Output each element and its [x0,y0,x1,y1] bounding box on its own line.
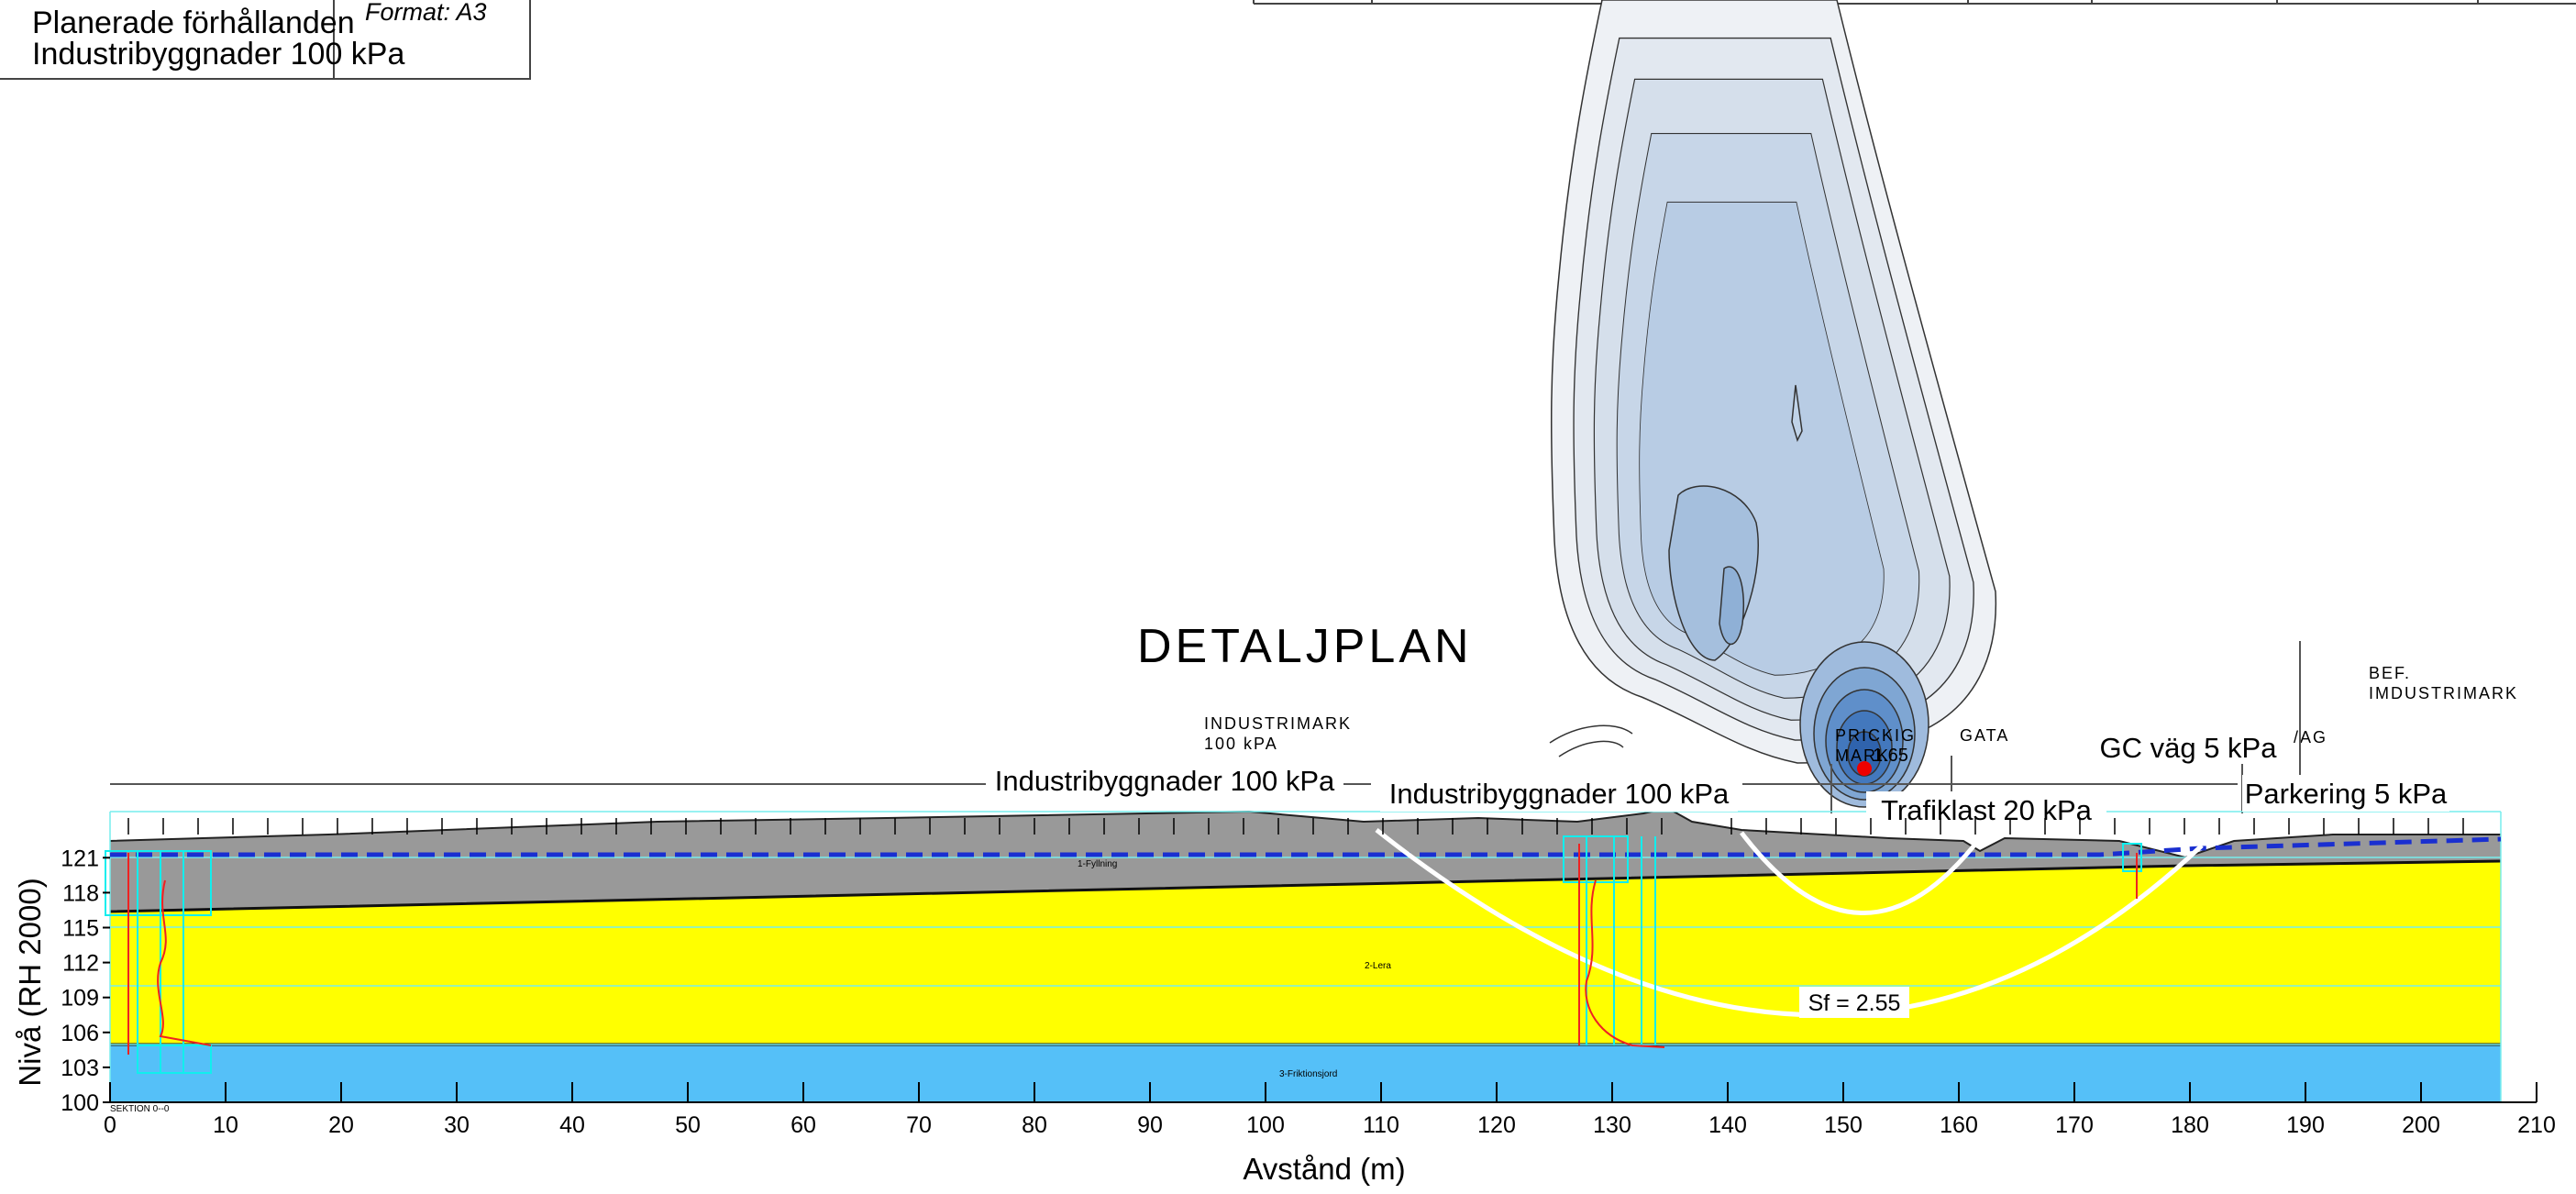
title-block-fragment [1253,0,2576,5]
plan-label: PRICKIG [1835,726,1916,745]
load-label: Industribyggnader 100 kPa [995,765,1335,797]
plan-lines [110,641,2301,813]
x-tick-label: 80 [1022,1112,1047,1138]
section-label: SEKTION 0--0 [110,1104,170,1114]
label-bg [1380,775,1738,812]
x-tick-label: 10 [213,1112,238,1138]
safety-factor: Sf = 2.55 [1808,990,1901,1016]
plan-label: MARK [1835,746,1890,765]
y-axis-label: Nivå (RH 2000) [13,878,47,1086]
plan-label: INDUSTRIMARK [1204,714,1352,733]
load-label: Parkering 5 kPa [2245,778,2448,810]
fill-layer [110,808,2501,912]
x-tick-label: 180 [2171,1112,2209,1138]
header-frame [0,0,531,80]
x-tick-label: 100 [1246,1112,1285,1138]
y-tick-label: 106 [61,1021,99,1046]
y-tick-label: 100 [61,1090,99,1116]
contour-plot [1549,0,1997,808]
x-tick-label: 210 [2517,1112,2556,1138]
x-tick-label: 70 [906,1112,932,1138]
x-axis-label: Avstånd (m) [1243,1152,1405,1186]
y-tick-label: 121 [61,846,99,871]
plan-label: BEF. [2369,664,2411,682]
x-tick-label: 120 [1477,1112,1516,1138]
load-label: GC väg 5 kPa [2100,732,2278,764]
load-arrows [127,818,2464,835]
y-tick-label: 115 [62,916,99,942]
layer-label: 3-Friktionsjord [1279,1069,1337,1079]
load-label: Trafiklast 20 kPa [1881,794,2092,826]
slip-surface [1740,831,1982,915]
label-bg [2242,775,2449,812]
x-tick-label: 150 [1824,1112,1863,1138]
y-tick-label: 118 [62,880,99,906]
x-tick-label: 90 [1137,1112,1163,1138]
friction-soil-layer [110,1045,2501,1102]
x-tick-label: 140 [1708,1112,1747,1138]
label-bg [986,761,1343,798]
x-tick-label: 130 [1593,1112,1631,1138]
load-label: Industribyggnader 100 kPa [1389,778,1730,810]
plan-label: GATA [1960,726,2009,745]
format-label: Format: A3 [365,0,487,26]
y-tick-label: 103 [61,1056,99,1081]
marker-value: 1.65 [1873,746,1908,766]
x-tick-label: 50 [675,1112,701,1138]
layer-label: 1-Fyllning [1078,859,1117,869]
marker-point [1857,761,1872,776]
ground-surface [109,806,2501,859]
plan-label: 100 kPA [1204,735,1278,753]
y-tick-label: 109 [61,986,99,1012]
header-row: Planerade förhållanden [32,6,355,40]
x-tick-label: 170 [2055,1112,2094,1138]
x-tick-label: 60 [790,1112,816,1138]
x-tick-label: 200 [2402,1112,2440,1138]
plan-label: IMDUSTRIMARK [2369,684,2518,702]
x-tick-label: 160 [1940,1112,1978,1138]
x-tick-label: 20 [328,1112,354,1138]
x-tick-label: 110 [1363,1112,1399,1138]
soil-section: Sf = 2.55 1-Fyllning 2-Lera 3-Friktionsj… [109,806,2502,1114]
groundwater-level [110,836,2502,857]
header: Planerade förhållanden Industribyggnader… [0,0,531,80]
axes: Avstånd (m) Nivå (RH 2000) 0 10 20 30 40 50 60… [13,846,2556,1186]
plan-label: /AG [2294,728,2327,746]
layer-label: 2-Lera [1365,961,1391,971]
plan-title: DETALJPLAN [1137,620,1473,673]
sf-box [1799,987,1909,1018]
cpt-logs [105,835,2142,1074]
x-tick-label: 40 [559,1112,585,1138]
x-tick-label: 190 [2286,1112,2325,1138]
y-tick-label: 112 [62,951,99,977]
x-tick-label: 30 [444,1112,470,1138]
header-row: Industribyggnader 100 kPa [32,37,404,72]
x-tick-label: 0 [104,1112,116,1138]
